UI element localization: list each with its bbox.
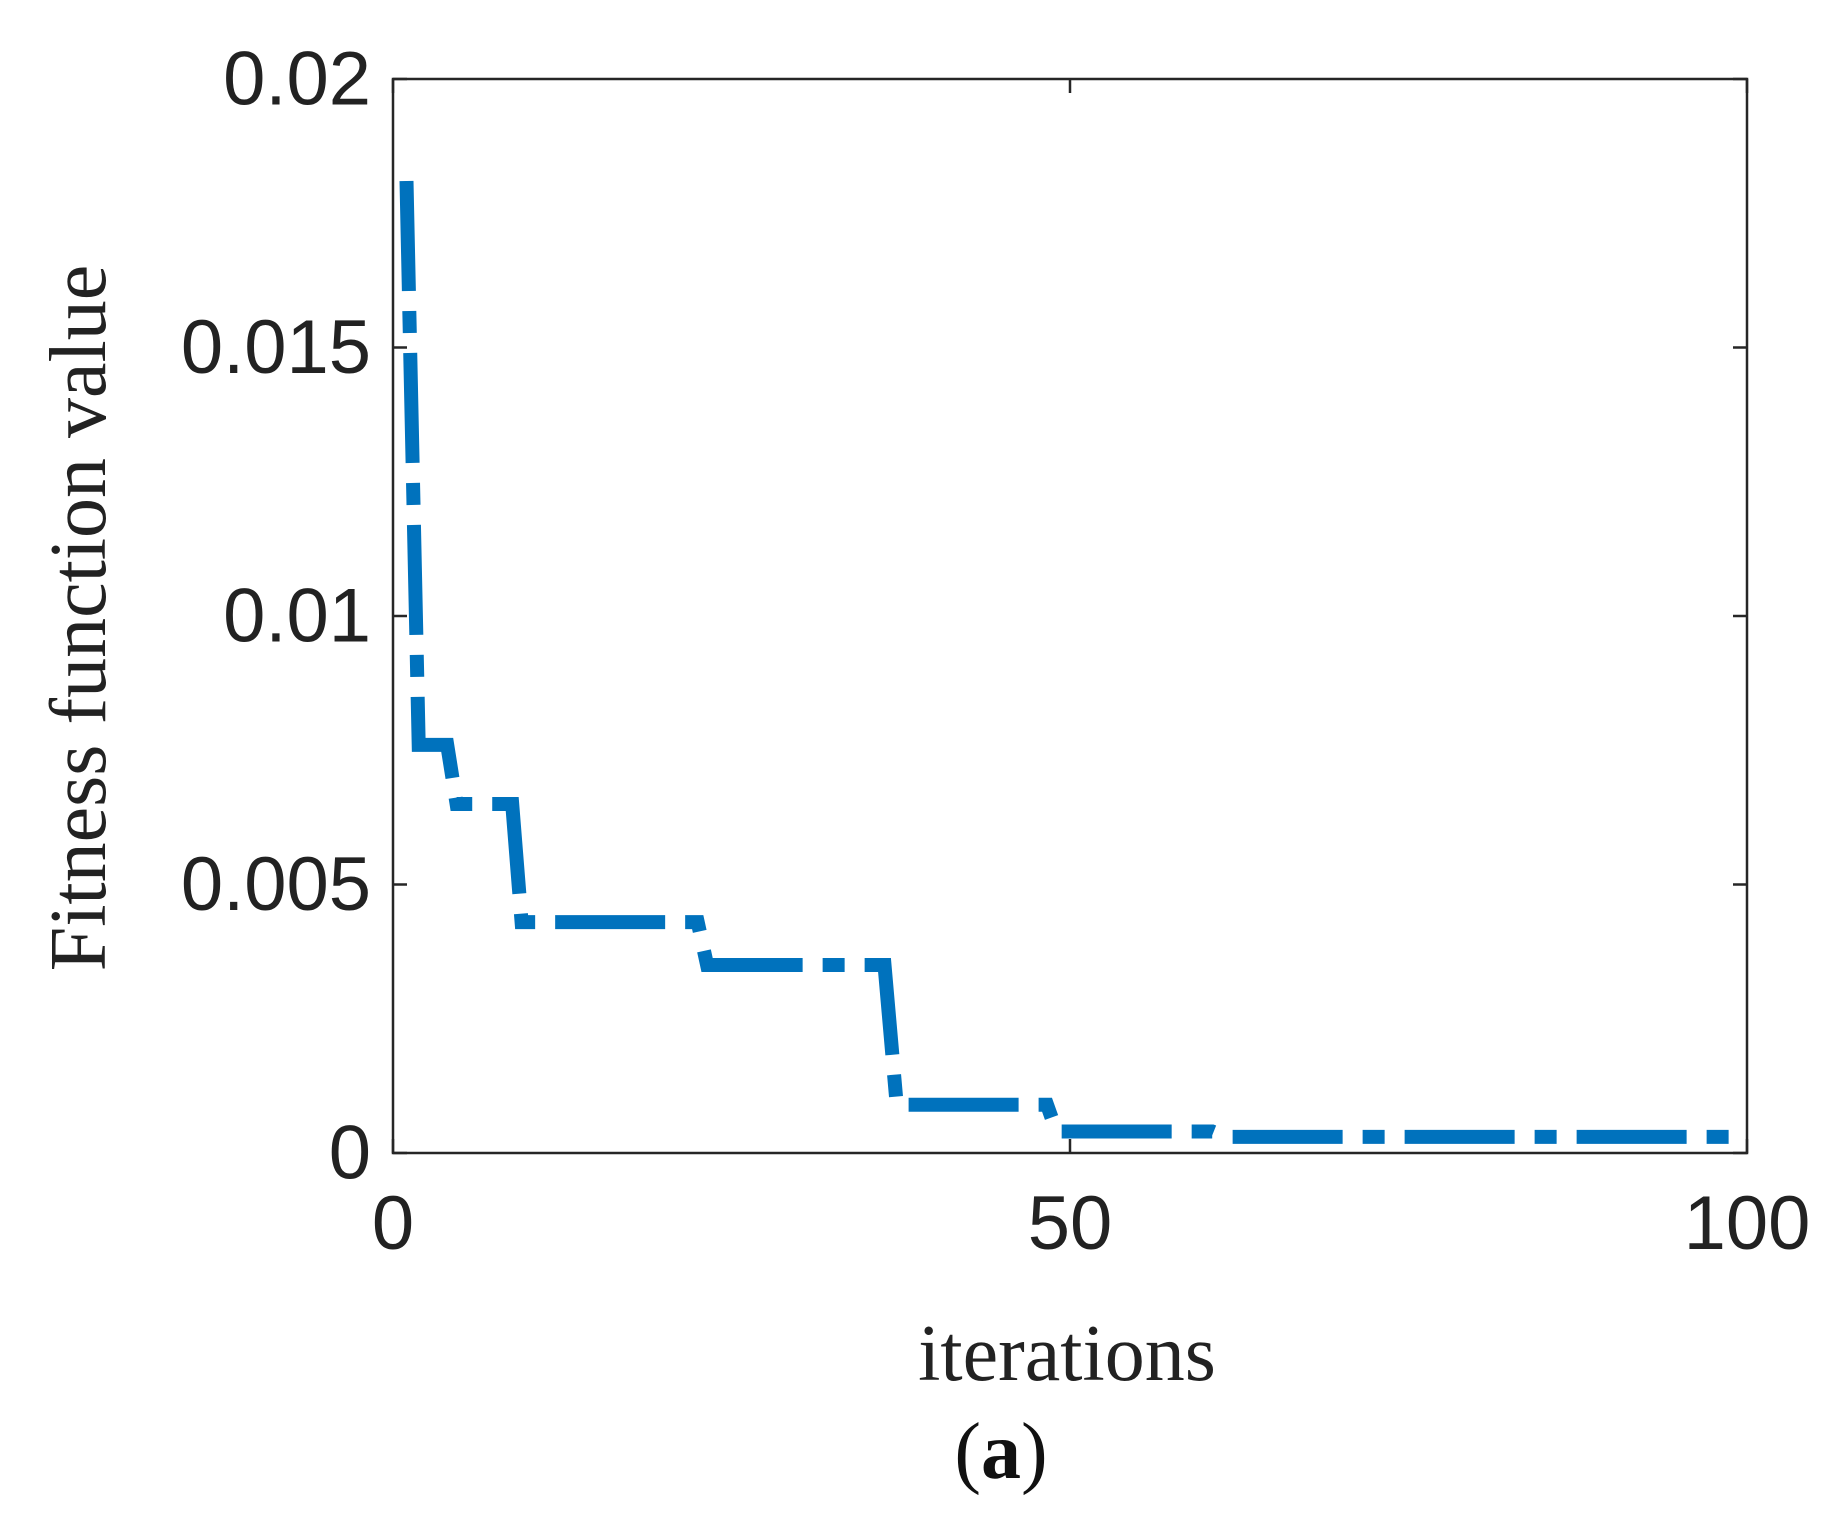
y-tick-label: 0 xyxy=(329,1111,371,1196)
x-tick-label: 50 xyxy=(1028,1181,1113,1266)
y-tick-label: 0.015 xyxy=(181,305,371,390)
plot-area xyxy=(391,77,1749,1155)
y-tick-label: 0.005 xyxy=(181,842,371,927)
caption-open-paren: ( xyxy=(954,1408,981,1496)
caption-close-paren: ) xyxy=(1021,1408,1048,1496)
x-axis-label: iterations xyxy=(918,1310,1216,1398)
axis-ticks xyxy=(391,77,1749,1155)
x-tick-labels: 0 50 100 xyxy=(372,1181,1811,1266)
x-tick-label: 0 xyxy=(372,1181,414,1266)
y-tick-label: 0.01 xyxy=(223,574,371,659)
x-tick-label: 100 xyxy=(1684,1181,1811,1266)
y-axis-label: Fitness function value xyxy=(35,265,123,972)
caption-letter: a xyxy=(981,1408,1021,1496)
y-tick-labels: 0 0.005 0.01 0.015 0.02 xyxy=(181,37,371,1196)
y-tick-label: 0.02 xyxy=(223,37,371,122)
series-line-0 xyxy=(399,180,1747,1144)
figure-caption: (a) xyxy=(954,1408,1047,1496)
plot-frame xyxy=(391,77,1749,1155)
